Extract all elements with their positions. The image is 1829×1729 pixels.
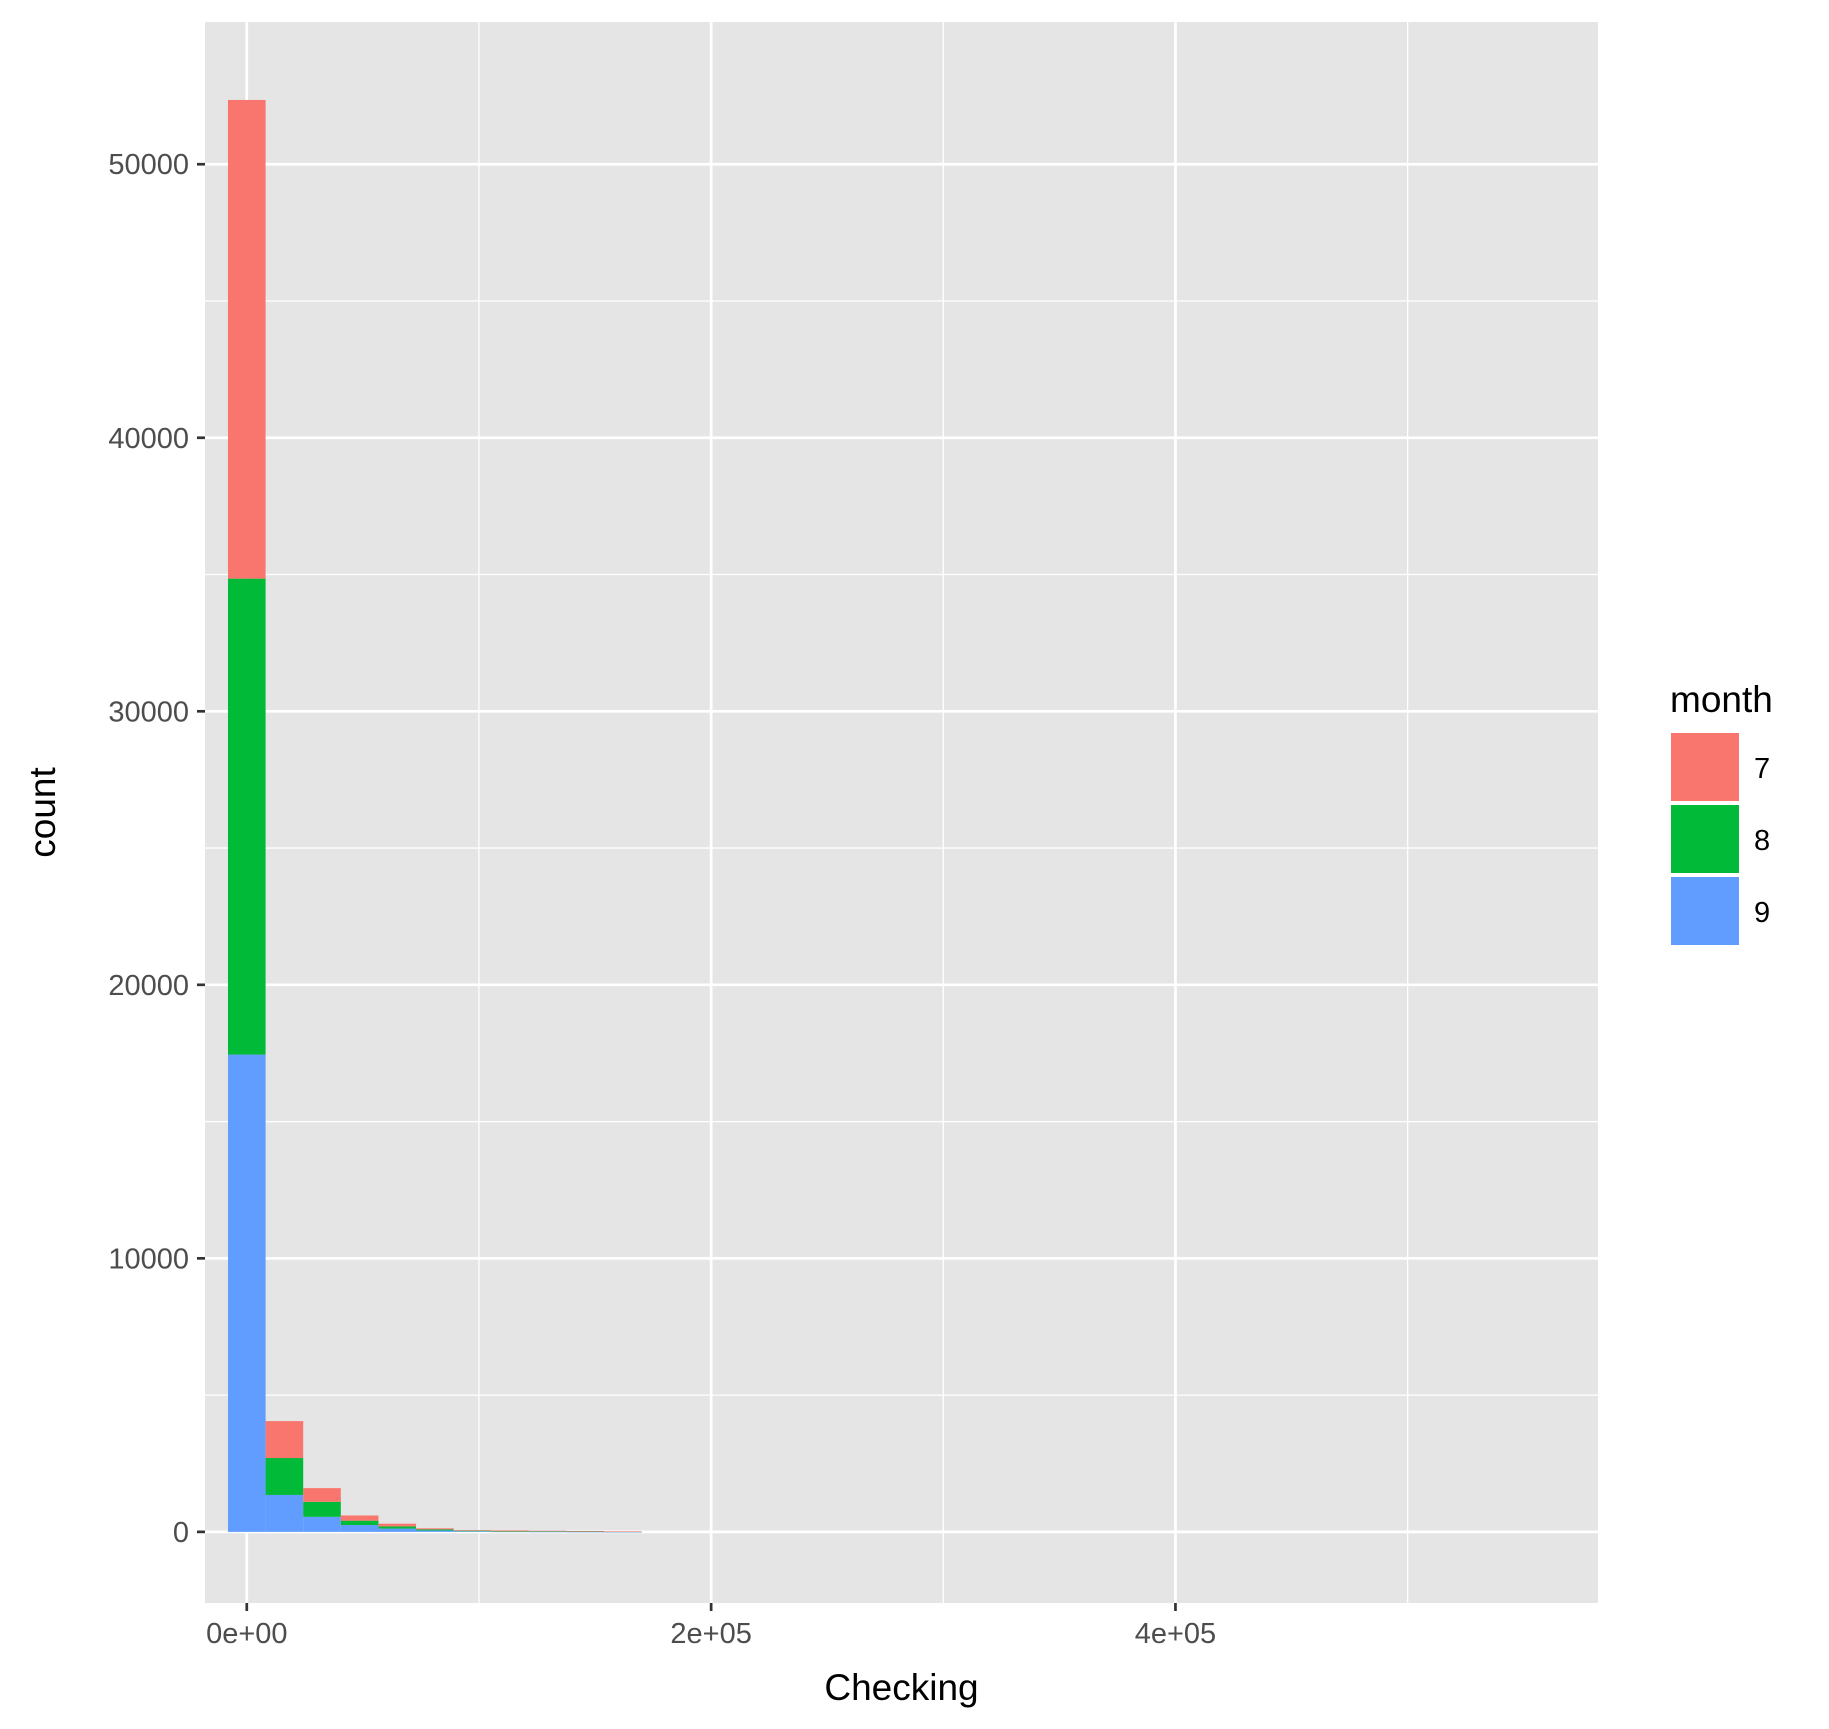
bar-segment-month-8 xyxy=(491,1531,529,1532)
bar-segment-month-7 xyxy=(340,1515,379,1521)
legend-label-9: 9 xyxy=(1754,897,1770,929)
y-tick-label: 30000 xyxy=(108,696,189,728)
bar-segment-month-9 xyxy=(340,1525,379,1532)
y-tick-label: 40000 xyxy=(108,423,189,455)
bar-segment-month-8 xyxy=(453,1530,492,1532)
bar-segment-month-8 xyxy=(378,1526,417,1529)
bar-segment-month-7 xyxy=(566,1531,605,1532)
bar-segment-month-9 xyxy=(265,1494,304,1532)
legend-label-8: 8 xyxy=(1754,825,1770,857)
bar-segment-month-8 xyxy=(227,578,266,1055)
bar-segment-month-7 xyxy=(528,1530,567,1532)
bar-segment-month-9 xyxy=(227,1054,266,1532)
bar-segment-month-7 xyxy=(227,99,266,579)
x-axis-title: Checking xyxy=(824,1667,978,1708)
x-tick-label: 4e+05 xyxy=(1135,1618,1216,1650)
bar-segment-month-7 xyxy=(491,1530,529,1532)
bar-segment-month-9 xyxy=(566,1531,605,1533)
x-axis: 0e+00 2e+05 4e+05 xyxy=(206,1603,1216,1650)
histogram-bars xyxy=(227,99,642,1533)
bar-segment-month-9 xyxy=(528,1531,567,1533)
y-axis: 0 10000 20000 30000 40000 50000 xyxy=(108,149,205,1549)
x-tick-label: 2e+05 xyxy=(670,1618,751,1650)
y-tick-label: 0 xyxy=(173,1517,189,1549)
minor-gridlines xyxy=(205,22,1598,1603)
plot-panel xyxy=(205,22,1598,1603)
bar-segment-month-8 xyxy=(528,1531,567,1532)
bar-segment-month-7 xyxy=(416,1528,454,1530)
legend-title: month xyxy=(1670,679,1773,720)
bar-segment-month-7 xyxy=(453,1530,492,1531)
bar-segment-month-9 xyxy=(378,1528,417,1532)
y-tick-label: 10000 xyxy=(108,1243,189,1275)
bar-segment-month-9 xyxy=(416,1530,454,1532)
legend: month 7 8 9 xyxy=(1670,679,1773,945)
legend-key-9 xyxy=(1671,877,1739,945)
y-tick-label: 50000 xyxy=(108,149,189,181)
bar-segment-month-8 xyxy=(340,1520,379,1526)
bar-segment-month-9 xyxy=(303,1516,341,1532)
y-axis-title: count xyxy=(22,767,63,858)
bar-segment-month-9 xyxy=(453,1531,492,1532)
legend-label-7: 7 xyxy=(1754,753,1770,785)
bar-segment-month-7 xyxy=(265,1421,304,1459)
bar-segment-month-7 xyxy=(604,1531,642,1532)
bar-segment-month-7 xyxy=(378,1523,417,1527)
x-tick-label: 0e+00 xyxy=(206,1618,287,1650)
bar-segment-month-7 xyxy=(303,1488,341,1502)
legend-key-8 xyxy=(1671,805,1739,873)
legend-key-7 xyxy=(1671,733,1739,801)
bar-segment-month-8 xyxy=(303,1501,341,1517)
y-tick-label: 20000 xyxy=(108,970,189,1002)
bar-segment-month-8 xyxy=(416,1529,454,1531)
bar-segment-month-8 xyxy=(265,1458,304,1495)
